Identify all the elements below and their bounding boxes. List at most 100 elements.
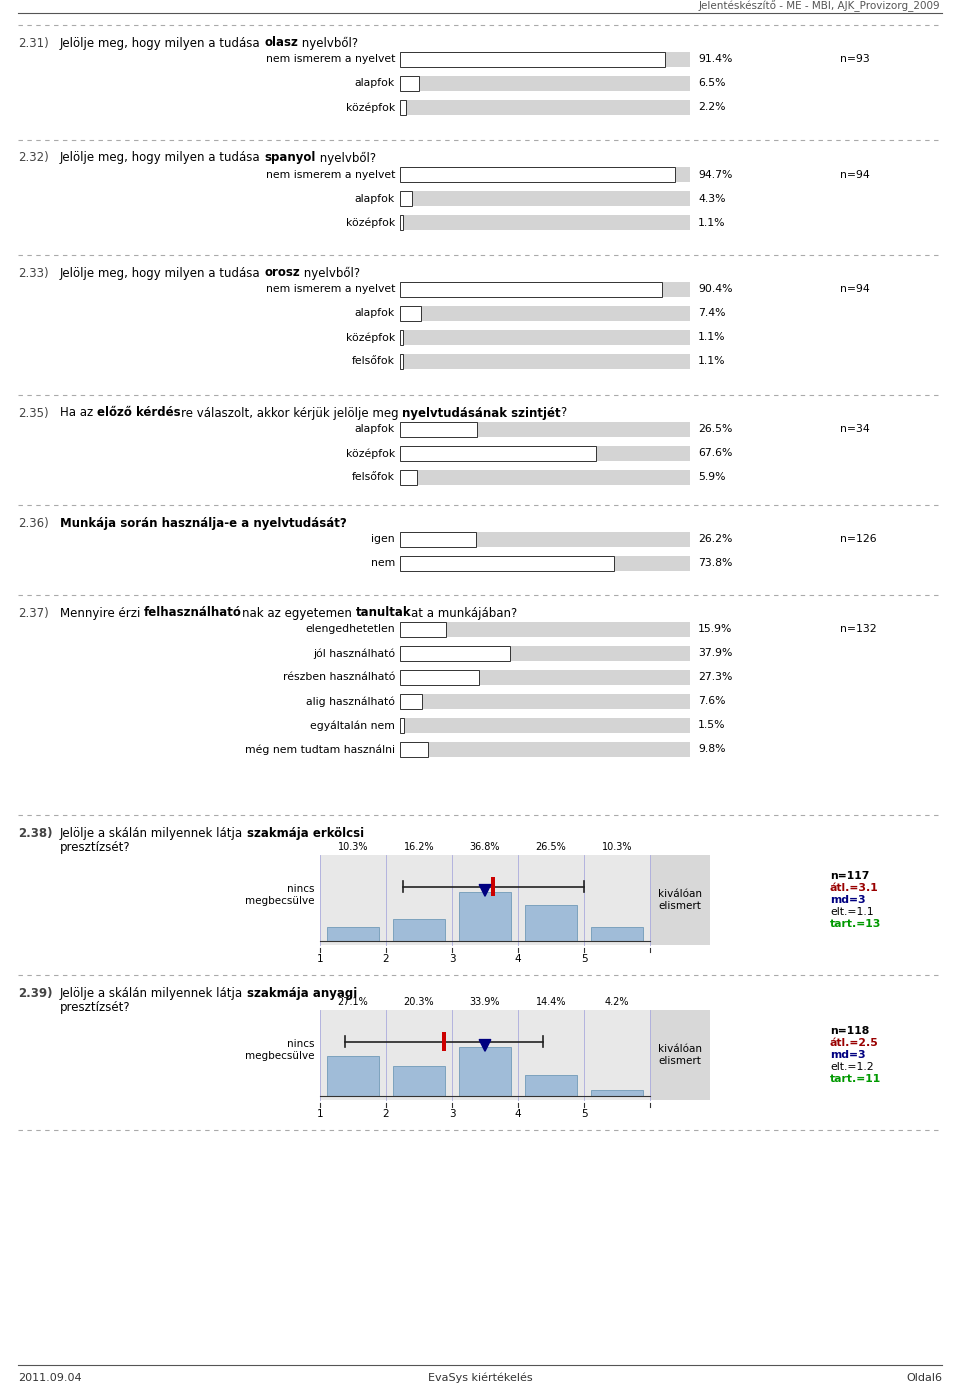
Text: 91.4%: 91.4% [698, 54, 732, 64]
Text: 4.2%: 4.2% [605, 997, 629, 1007]
Text: 2.35): 2.35) [18, 406, 49, 420]
Bar [400, 191, 690, 206]
Text: nem ismerem a nyelvet: nem ismerem a nyelvet [266, 54, 395, 64]
Text: Jelentéskészítő - ME - MBI, AJK_Provizorg_2009: Jelentéskészítő - ME - MBI, AJK_Provizor… [698, 0, 940, 13]
Text: n=94: n=94 [840, 285, 870, 294]
Text: részben használható: részben használható [282, 672, 395, 682]
Bar [400, 646, 690, 661]
Text: 4.3%: 4.3% [698, 194, 726, 204]
Bar [393, 1066, 445, 1096]
Text: tart.=13: tart.=13 [830, 919, 881, 929]
Text: 20.3%: 20.3% [404, 997, 434, 1007]
Bar [650, 855, 710, 944]
Bar [400, 215, 690, 230]
Text: 73.8%: 73.8% [698, 558, 732, 569]
Text: alapfok: alapfok [355, 308, 395, 318]
Text: tart.=11: tart.=11 [830, 1074, 881, 1084]
Text: n=117: n=117 [830, 870, 870, 882]
Text: 1.1%: 1.1% [698, 357, 726, 367]
Bar [400, 331, 690, 345]
Text: előző kérdés: előző kérdés [97, 406, 180, 420]
Text: felsőfok: felsőfok [352, 473, 395, 483]
Text: kiválóan
elismert: kiválóan elismert [658, 889, 702, 911]
Text: szakmája anyagi: szakmája anyagi [247, 986, 357, 999]
Bar [400, 331, 403, 345]
Text: középfok: középfok [346, 218, 395, 227]
Text: átl.=2.5: átl.=2.5 [830, 1038, 878, 1048]
Text: 2.38): 2.38) [18, 826, 53, 840]
Text: 33.9%: 33.9% [469, 997, 500, 1007]
Bar [400, 215, 403, 230]
Bar [400, 622, 690, 638]
Text: nincs
megbecsülve: nincs megbecsülve [246, 1039, 315, 1060]
Bar [400, 557, 690, 571]
Text: 5: 5 [581, 1109, 588, 1119]
Text: nyelvtudásának szintjét: nyelvtudásának szintjét [402, 406, 561, 420]
Text: 7.6%: 7.6% [698, 696, 726, 706]
Text: 26.5%: 26.5% [698, 424, 732, 434]
Text: 15.9%: 15.9% [698, 625, 732, 635]
Bar [400, 742, 690, 757]
Text: 7.4%: 7.4% [698, 308, 726, 318]
Polygon shape [479, 884, 491, 896]
Bar [393, 919, 445, 942]
Bar [400, 75, 690, 91]
Text: md=3: md=3 [830, 1050, 866, 1060]
Text: 67.6%: 67.6% [698, 449, 732, 459]
Text: 2.33): 2.33) [18, 266, 49, 279]
Text: nyelvből?: nyelvből? [316, 152, 376, 165]
Bar [459, 891, 512, 942]
Text: 4: 4 [515, 954, 521, 964]
Polygon shape [479, 1039, 491, 1052]
Text: olasz: olasz [264, 36, 299, 49]
Text: EvaSys kiértékelés: EvaSys kiértékelés [428, 1373, 532, 1384]
Text: még nem tudtam használni: még nem tudtam használni [245, 745, 395, 755]
Text: 27.1%: 27.1% [338, 997, 369, 1007]
Bar [400, 100, 406, 114]
Bar [400, 52, 665, 67]
Text: orosz: orosz [264, 266, 300, 279]
Text: 2011.09.04: 2011.09.04 [18, 1373, 82, 1382]
Bar [442, 1032, 445, 1052]
Text: spanyol: spanyol [264, 152, 316, 165]
Text: nak az egyetemen: nak az egyetemen [242, 607, 355, 619]
Text: Jelölje a skálán milyennek látja: Jelölje a skálán milyennek látja [60, 826, 247, 840]
Bar [400, 470, 690, 485]
Bar [400, 693, 422, 709]
Text: nyelvből?: nyelvből? [300, 266, 360, 279]
Text: középfok: középfok [346, 102, 395, 113]
Text: igen: igen [372, 534, 395, 544]
Bar [400, 52, 690, 67]
Text: Ha az: Ha az [60, 406, 97, 420]
Text: re válaszolt, akkor kérjük jelölje meg: re válaszolt, akkor kérjük jelölje meg [180, 406, 402, 420]
Text: 3: 3 [448, 954, 455, 964]
Text: jól használható: jól használható [313, 649, 395, 658]
Text: n=118: n=118 [830, 1025, 869, 1036]
Bar [400, 282, 662, 297]
Text: 1.1%: 1.1% [698, 332, 726, 343]
Bar [524, 905, 577, 942]
Bar [320, 855, 650, 944]
Text: 2.32): 2.32) [18, 152, 49, 165]
Text: 1.5%: 1.5% [698, 720, 726, 731]
Text: 1.1%: 1.1% [698, 218, 726, 227]
Text: 5: 5 [581, 954, 588, 964]
Bar [400, 75, 419, 91]
Text: 10.3%: 10.3% [338, 843, 369, 852]
Bar [459, 1046, 512, 1096]
Text: Mennyire érzi: Mennyire érzi [60, 607, 144, 619]
Text: 2: 2 [383, 954, 390, 964]
Bar [492, 877, 495, 896]
Text: nyelvből?: nyelvből? [299, 36, 358, 50]
Text: 27.3%: 27.3% [698, 672, 732, 682]
Text: 90.4%: 90.4% [698, 285, 732, 294]
Text: alapfok: alapfok [355, 194, 395, 204]
Text: 37.9%: 37.9% [698, 649, 732, 658]
Text: 26.2%: 26.2% [698, 534, 732, 544]
Text: n=34: n=34 [840, 424, 870, 434]
Bar [400, 100, 690, 114]
Text: 6.5%: 6.5% [698, 78, 726, 88]
Text: 9.8%: 9.8% [698, 745, 726, 755]
Text: presztízsét?: presztízsét? [60, 841, 131, 854]
Bar [400, 306, 421, 321]
